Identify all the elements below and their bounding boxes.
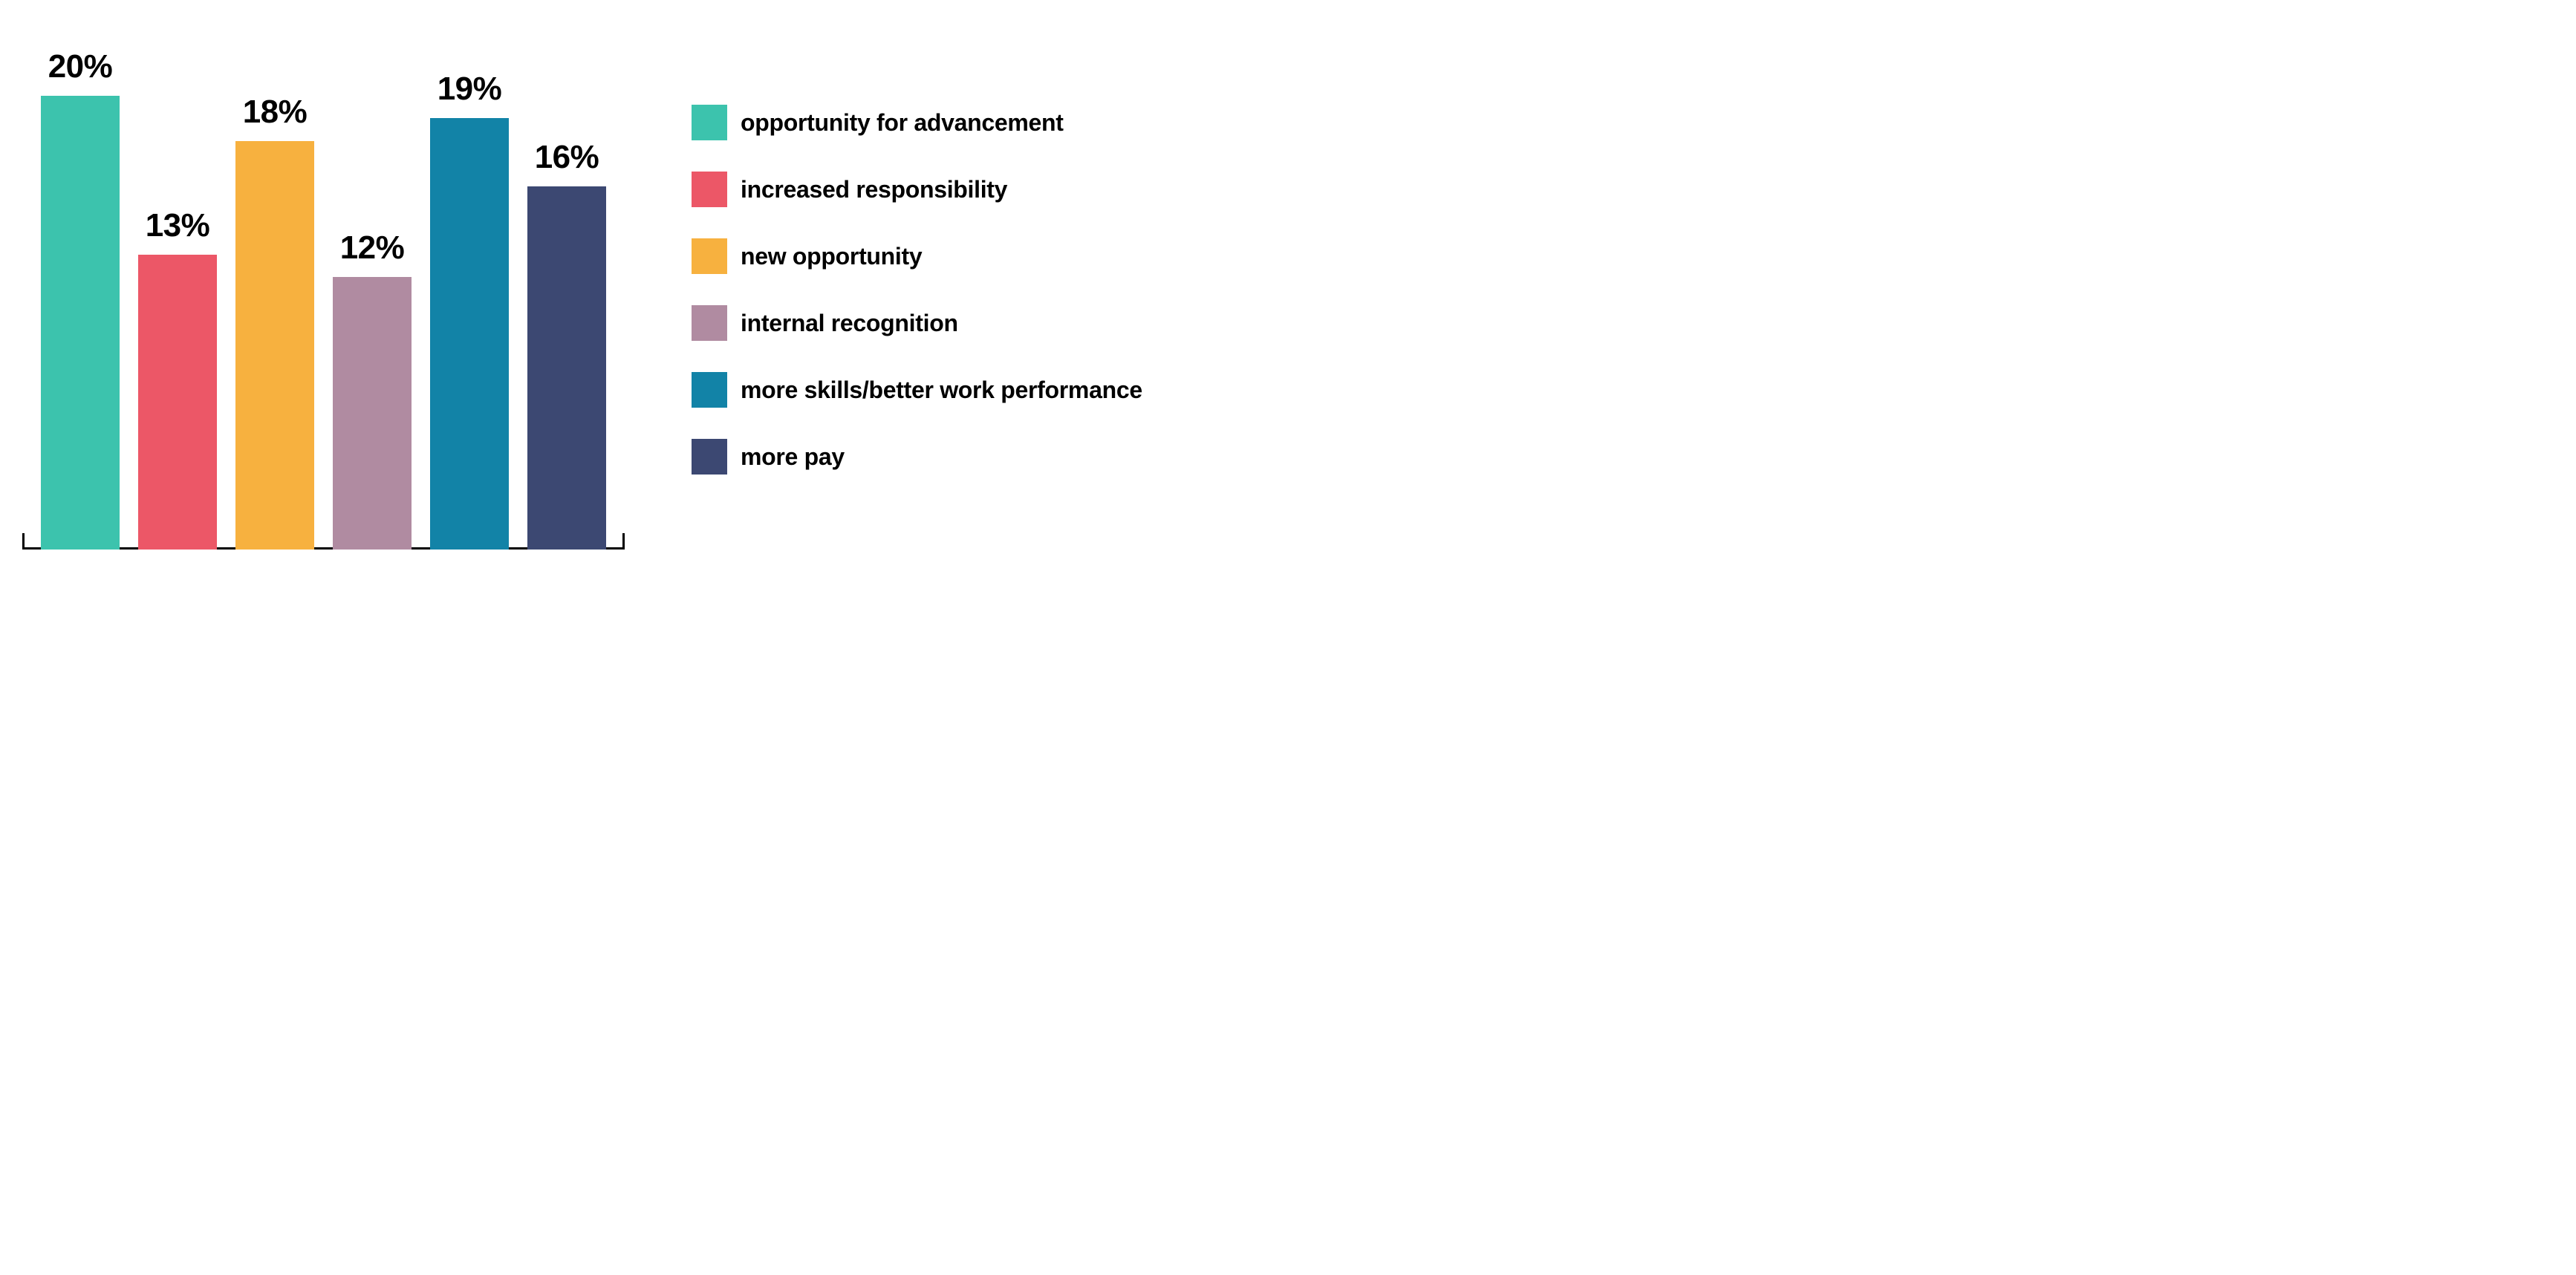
bar: 16% (527, 139, 606, 550)
bar-chart: 20% 13% 18% 12% 19% 16% (22, 30, 625, 550)
legend-label: opportunity for advancement (741, 109, 1064, 137)
legend-item: new opportunity (692, 238, 1142, 274)
bar-value-label: 16% (535, 139, 599, 176)
legend-swatch (692, 238, 727, 274)
legend-label: new opportunity (741, 243, 922, 270)
legend-swatch (692, 172, 727, 207)
legend-item: more skills/better work performance (692, 372, 1142, 408)
legend-swatch (692, 439, 727, 475)
bar: 18% (235, 94, 314, 550)
legend-label: increased responsibility (741, 176, 1007, 203)
legend: opportunity for advancement increased res… (692, 105, 1142, 475)
bar-value-label: 19% (438, 71, 502, 108)
legend-item: opportunity for advancement (692, 105, 1142, 140)
bar-rect (333, 277, 412, 550)
chart-container: 20% 13% 18% 12% 19% 16% opportunity for advan… (0, 0, 2576, 579)
bar-value-label: 12% (340, 229, 405, 267)
bar-value-label: 18% (243, 94, 308, 131)
bar: 12% (333, 229, 412, 550)
bar: 20% (41, 48, 120, 550)
legend-item: more pay (692, 439, 1142, 475)
legend-label: internal recognition (741, 310, 958, 337)
bar-rect (430, 118, 509, 550)
bar: 13% (138, 207, 217, 550)
bar: 19% (430, 71, 509, 550)
legend-label: more pay (741, 443, 845, 471)
bar-rect (527, 186, 606, 550)
legend-swatch (692, 105, 727, 140)
legend-swatch (692, 372, 727, 408)
legend-item: increased responsibility (692, 172, 1142, 207)
bar-value-label: 13% (146, 207, 210, 244)
legend-label: more skills/better work performance (741, 376, 1142, 404)
legend-swatch (692, 305, 727, 341)
bar-rect (235, 141, 314, 550)
bar-rect (41, 96, 120, 550)
bar-value-label: 20% (48, 48, 113, 85)
bars-group: 20% 13% 18% 12% 19% 16% (22, 30, 625, 550)
legend-item: internal recognition (692, 305, 1142, 341)
bar-rect (138, 255, 217, 550)
